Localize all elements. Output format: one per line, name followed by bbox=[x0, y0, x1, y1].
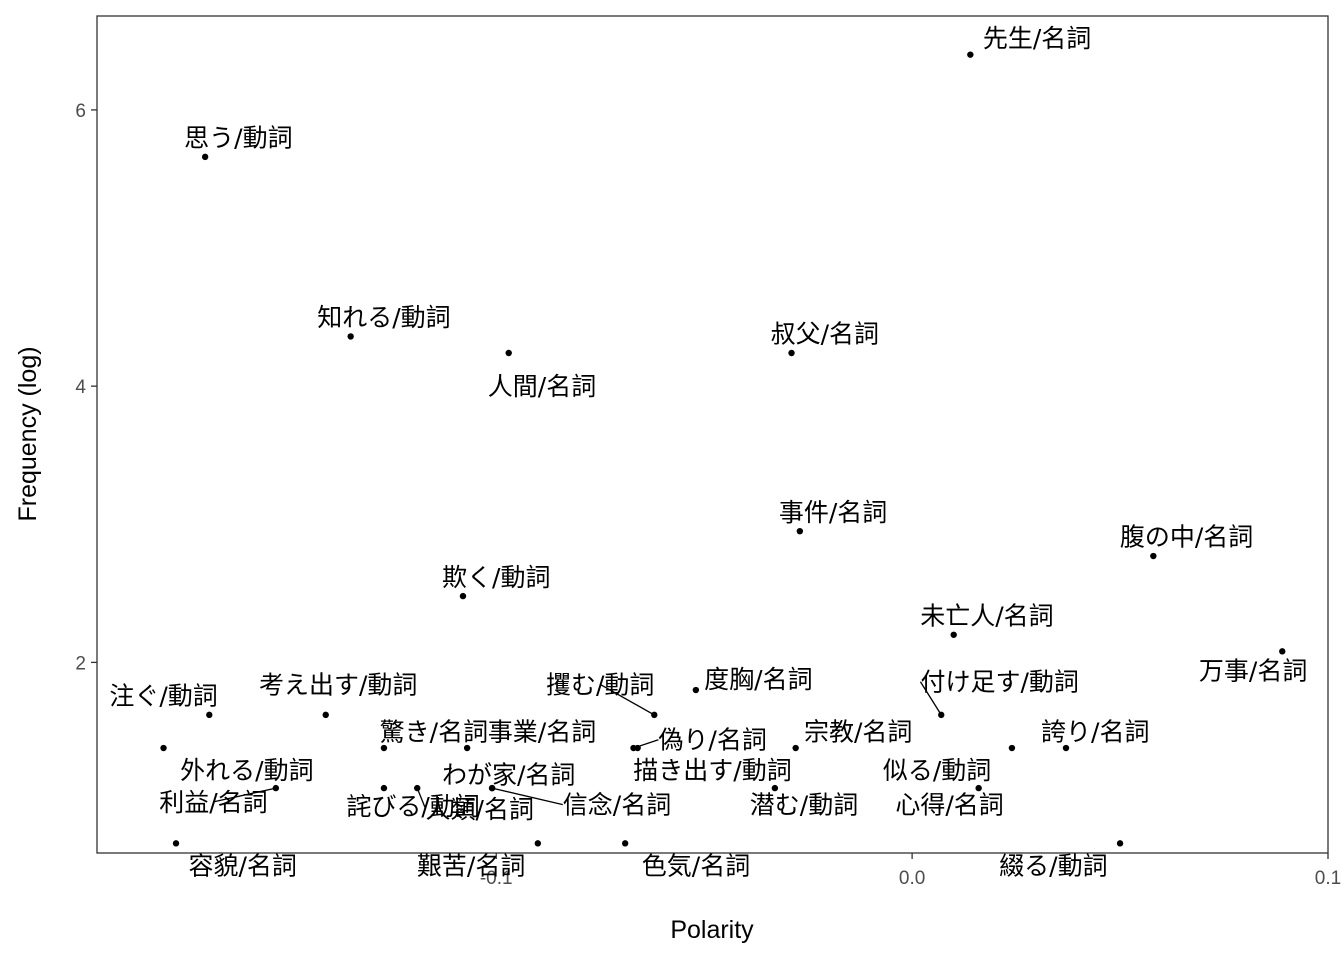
label-leader-line bbox=[213, 787, 276, 803]
point-label: 知れる/動詞 bbox=[317, 303, 450, 332]
y-axis-title: Frequency (log) bbox=[14, 346, 42, 521]
data-point bbox=[634, 744, 641, 752]
point-label: 万事/名詞 bbox=[1199, 657, 1307, 686]
x-axis-title: Polarity bbox=[670, 916, 754, 944]
data-point bbox=[967, 51, 974, 58]
point-label: 腹の中/名詞 bbox=[1120, 523, 1253, 552]
point-label: 信念/名詞 bbox=[563, 791, 671, 820]
point-label: 偽り/名詞 bbox=[658, 726, 766, 755]
data-point bbox=[938, 711, 945, 719]
label-leader-line bbox=[491, 787, 563, 806]
point-label: 利益/名詞 bbox=[159, 788, 267, 817]
point-label: 外れる/動詞 bbox=[180, 756, 313, 785]
data-point bbox=[347, 333, 354, 340]
data-point bbox=[172, 840, 180, 847]
y-axis: 2 4 6 bbox=[75, 101, 97, 674]
data-point bbox=[621, 840, 629, 847]
data-point bbox=[975, 784, 982, 792]
label-leaders bbox=[213, 681, 942, 810]
point-label: 攫む/動詞 bbox=[546, 670, 654, 699]
data-point bbox=[160, 744, 167, 752]
data-point bbox=[1116, 840, 1124, 847]
point-label: 先生/名詞 bbox=[983, 24, 1091, 53]
point-label: 宗教/名詞 bbox=[804, 717, 912, 746]
data-point bbox=[414, 784, 421, 792]
data-points bbox=[160, 51, 1286, 847]
point-label: 色気/名詞 bbox=[642, 851, 750, 880]
data-point bbox=[792, 744, 799, 752]
point-label: 考え出す/動詞 bbox=[259, 670, 417, 699]
data-point bbox=[771, 784, 779, 792]
data-point bbox=[206, 711, 213, 719]
data-point bbox=[1062, 744, 1070, 752]
point-label: 付け足す/動詞 bbox=[920, 668, 1078, 697]
data-point bbox=[272, 784, 280, 792]
point-label: 綴る/動詞 bbox=[999, 851, 1107, 880]
point-label: 詫びる/動詞 bbox=[346, 792, 479, 821]
x-tick-label: -0.1 bbox=[480, 868, 513, 889]
point-label: 事件/名詞 bbox=[779, 498, 887, 527]
x-tick-label: 0.0 bbox=[899, 868, 925, 889]
point-label: 心得/名詞 bbox=[895, 791, 1003, 820]
label-leader-line bbox=[919, 681, 942, 716]
point-label: 人類/名詞 bbox=[426, 795, 534, 824]
x-tick-label: 0.1 bbox=[1315, 868, 1341, 889]
point-label: 未亡人/名詞 bbox=[920, 601, 1053, 630]
point-label: 艱苦/名詞 bbox=[417, 851, 525, 880]
data-point bbox=[796, 527, 804, 535]
point-label: 似る/動詞 bbox=[883, 756, 991, 785]
data-point bbox=[1279, 648, 1286, 655]
data-point bbox=[788, 349, 795, 357]
data-point bbox=[692, 686, 700, 694]
data-point bbox=[488, 784, 496, 792]
y-tick-label: 2 bbox=[75, 653, 86, 674]
data-point bbox=[201, 153, 209, 161]
plot-panel bbox=[96, 15, 1329, 854]
point-label: 誇り/名詞 bbox=[1041, 717, 1149, 746]
point-label: 事業/名詞 bbox=[488, 717, 596, 746]
data-point bbox=[463, 744, 471, 752]
point-label: 思う/動詞 bbox=[184, 124, 292, 153]
label-leader-line bbox=[416, 787, 427, 810]
label-leader-line bbox=[599, 683, 655, 716]
point-label: 描き出す/動詞 bbox=[633, 756, 791, 785]
data-point bbox=[459, 592, 467, 600]
data-point bbox=[380, 744, 388, 752]
data-point bbox=[505, 349, 512, 357]
point-label: 叔父/名詞 bbox=[771, 320, 879, 349]
point-label: わが家/名詞 bbox=[442, 760, 575, 789]
data-point bbox=[1008, 744, 1016, 752]
x-axis: -0.1 0.0 0.1 bbox=[480, 853, 1341, 889]
point-label: 欺く/動詞 bbox=[442, 563, 550, 592]
y-tick-label: 6 bbox=[75, 101, 86, 122]
point-label: 容貌/名詞 bbox=[188, 851, 296, 880]
data-point bbox=[1150, 552, 1157, 560]
point-label: 注ぐ/動詞 bbox=[109, 682, 217, 711]
point-label: 驚き/名詞 bbox=[380, 717, 488, 746]
point-label: 潜む/動詞 bbox=[750, 791, 858, 820]
point-label: 度胸/名詞 bbox=[704, 665, 812, 694]
data-point bbox=[534, 840, 542, 847]
data-point bbox=[950, 631, 957, 638]
y-tick-label: 4 bbox=[75, 377, 86, 398]
data-point bbox=[322, 711, 329, 719]
data-point bbox=[380, 784, 388, 792]
point-label: 人間/名詞 bbox=[488, 372, 596, 401]
data-point bbox=[651, 711, 658, 719]
